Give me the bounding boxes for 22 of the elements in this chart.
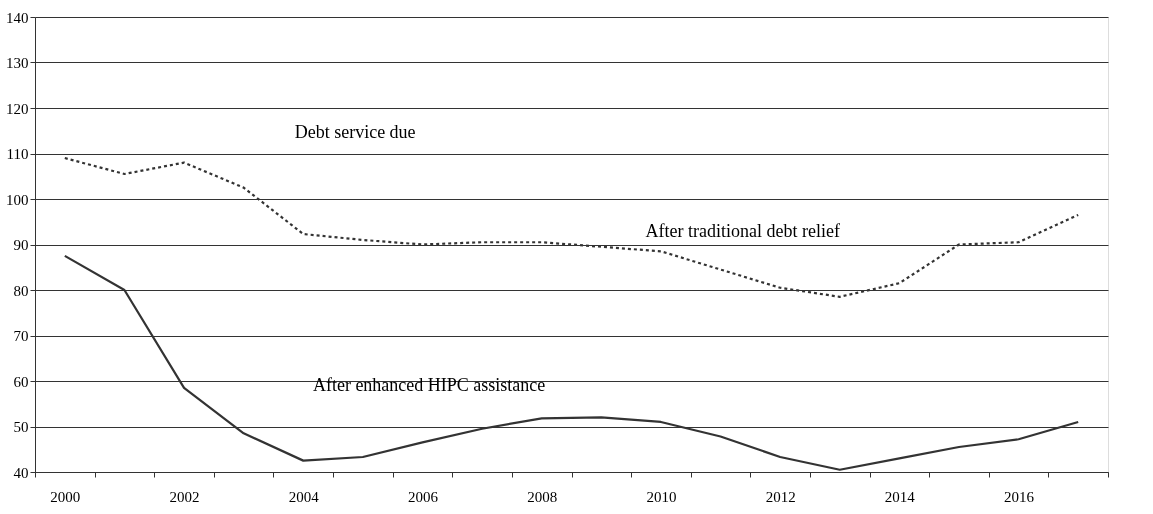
x-tick-label: 2006 xyxy=(407,488,439,505)
x-tick-label: 2016 xyxy=(1004,488,1035,505)
annotation: Debt service due xyxy=(294,122,416,143)
y-tick-label: 70 xyxy=(13,328,29,344)
y-tick-label: 80 xyxy=(13,282,29,299)
x-tick-label: 2010 xyxy=(646,488,677,505)
y-tick-label: 140 xyxy=(6,9,29,26)
y-tick-label: 100 xyxy=(6,191,29,208)
x-tick-label: 2002 xyxy=(169,488,200,505)
y-tick-label: 40 xyxy=(13,464,29,481)
x-tick-label: 2012 xyxy=(765,488,796,505)
y-tick-label: 60 xyxy=(13,373,29,390)
x-tick-label: 2008 xyxy=(527,488,558,505)
y-tick-label: 90 xyxy=(13,237,29,253)
y-tick-label: 110 xyxy=(6,146,29,162)
x-tick-label: 2014 xyxy=(884,488,916,505)
annotation: After traditional debt relief xyxy=(645,221,840,242)
x-tick-label: 2000 xyxy=(50,488,81,505)
y-tick-label: 50 xyxy=(13,419,29,435)
y-tick-label: 120 xyxy=(6,100,29,117)
x-tick-label: 2004 xyxy=(288,488,320,505)
y-tick-label: 130 xyxy=(6,55,29,71)
